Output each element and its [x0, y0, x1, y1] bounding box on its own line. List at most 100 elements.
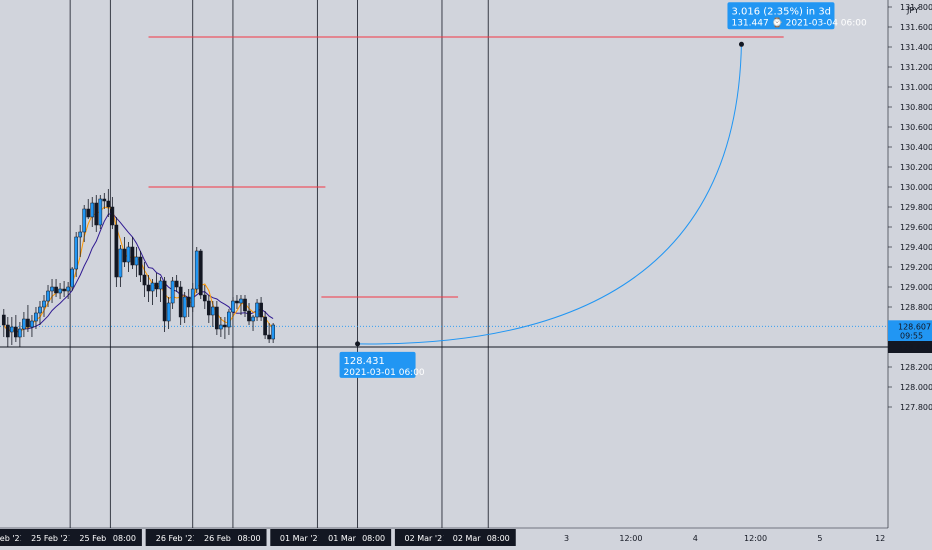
bullish-candle[interactable] [50, 286, 54, 292]
bullish-candle[interactable] [126, 246, 131, 263]
bullish-candle[interactable] [42, 300, 46, 308]
bearish-candle[interactable] [54, 286, 58, 294]
bearish-candle[interactable] [94, 202, 99, 226]
bullish-candle[interactable] [158, 280, 163, 290]
bullish-candle[interactable] [219, 324, 223, 330]
time-tick-label: 01 Mar '21 [280, 534, 323, 543]
bullish-candle[interactable] [118, 248, 123, 278]
projection-end-callout[interactable] [727, 2, 835, 30]
bearish-candle[interactable] [154, 282, 159, 290]
bullish-candle[interactable] [182, 296, 187, 318]
price-tick-label: 130.600 [900, 123, 932, 132]
bearish-candle[interactable] [86, 208, 91, 218]
projection-change-headline: 3.016 (2.35%) in 3d [731, 6, 831, 17]
bearish-candle[interactable] [142, 274, 147, 286]
bullish-candle[interactable] [239, 298, 243, 304]
projection-start-price: 128.431 [344, 356, 385, 367]
bullish-candle[interactable] [70, 268, 74, 288]
projection-curve[interactable] [357, 42, 742, 345]
bearish-candle[interactable] [178, 286, 183, 318]
bullish-candle[interactable] [194, 250, 199, 290]
bearish-candle[interactable] [146, 284, 151, 292]
bullish-candle[interactable] [78, 231, 83, 238]
bullish-candle[interactable] [134, 256, 139, 266]
bearish-candle[interactable] [267, 334, 271, 340]
bullish-candle[interactable] [58, 288, 62, 294]
bullish-candle[interactable] [66, 286, 70, 292]
bearish-candle[interactable] [202, 294, 207, 302]
projection-start-date: 2021-03-01 06:00 [344, 368, 425, 378]
time-tick-label: 08:00 [487, 534, 510, 543]
bearish-candle[interactable] [263, 316, 267, 336]
bearish-candle[interactable] [243, 298, 247, 312]
price-tick-label: 130.400 [900, 143, 932, 152]
bearish-candle[interactable] [110, 206, 115, 226]
bullish-candle[interactable] [210, 306, 215, 316]
price-tick-label: 130.200 [900, 163, 932, 172]
bullish-candle[interactable] [166, 302, 171, 322]
price-tick-label: 129.800 [900, 203, 932, 212]
bullish-candle[interactable] [231, 300, 235, 313]
projection-start-point[interactable] [355, 341, 361, 347]
bearish-candle[interactable] [247, 310, 251, 322]
projection-end-point[interactable] [738, 41, 744, 47]
bullish-candle[interactable] [22, 318, 26, 330]
bearish-candle[interactable] [114, 224, 119, 278]
bullish-candle[interactable] [227, 311, 231, 328]
bullish-candle[interactable] [190, 288, 195, 308]
price-tick-label: 129.200 [900, 263, 932, 272]
price-tick-label: 131.400 [900, 43, 932, 52]
bullish-candle[interactable] [74, 236, 79, 270]
bearish-candle[interactable] [138, 256, 143, 276]
time-tick-label: 4 [693, 534, 698, 543]
time-tick-label: 08:00 [237, 534, 260, 543]
marked-level-value: 128.400 [898, 343, 931, 352]
bearish-candle[interactable] [122, 248, 127, 263]
time-tick-label: 24 Feb '21 [0, 534, 25, 543]
bullish-candle[interactable] [30, 320, 34, 328]
bullish-candle[interactable] [38, 306, 42, 314]
bullish-candle[interactable] [34, 312, 38, 322]
bearish-candle[interactable] [235, 300, 239, 304]
bearish-candle[interactable] [259, 302, 263, 318]
bearish-candle[interactable] [223, 324, 227, 328]
bearish-candle[interactable] [106, 200, 111, 208]
bearish-candle[interactable] [14, 326, 18, 338]
bearish-candle[interactable] [130, 246, 135, 266]
candle-countdown: 09:55 [900, 331, 923, 340]
bearish-candle[interactable] [26, 318, 30, 328]
bullish-candle[interactable] [46, 290, 50, 302]
bearish-candle[interactable] [5, 324, 10, 338]
bearish-candle[interactable] [174, 280, 179, 288]
price-tick-label: 128.200 [900, 363, 932, 372]
bearish-candle[interactable] [162, 280, 167, 322]
projection-start-callout[interactable] [339, 351, 416, 378]
bullish-candle[interactable] [90, 202, 95, 218]
bullish-candle[interactable] [170, 280, 175, 304]
bearish-candle[interactable] [215, 306, 219, 330]
bearish-candle[interactable] [206, 300, 211, 316]
bearish-candle[interactable] [198, 250, 203, 296]
bearish-candle[interactable] [186, 296, 191, 308]
bullish-candle[interactable] [82, 208, 87, 233]
price-tick-label: 129.600 [900, 223, 932, 232]
bullish-candle[interactable] [9, 326, 14, 333]
bullish-candle[interactable] [150, 282, 155, 292]
bearish-candle[interactable] [1, 314, 6, 326]
price-axis[interactable] [888, 0, 932, 528]
bullish-candle[interactable] [18, 328, 22, 338]
bullish-candle[interactable] [271, 324, 275, 340]
bullish-candle[interactable] [255, 302, 259, 318]
bullish-candle[interactable] [251, 316, 255, 322]
price-tick-label: 129.400 [900, 243, 932, 252]
time-tick-label: 12:00 [744, 534, 767, 543]
bullish-candle[interactable] [98, 198, 103, 226]
time-label-box [231, 529, 267, 546]
bearish-candle[interactable] [62, 288, 66, 292]
price-tick-label: 130.800 [900, 103, 932, 112]
price-tick-label: 127.800 [900, 403, 932, 412]
bearish-candle[interactable] [102, 198, 107, 202]
price-tick-label: 128.800 [900, 303, 932, 312]
